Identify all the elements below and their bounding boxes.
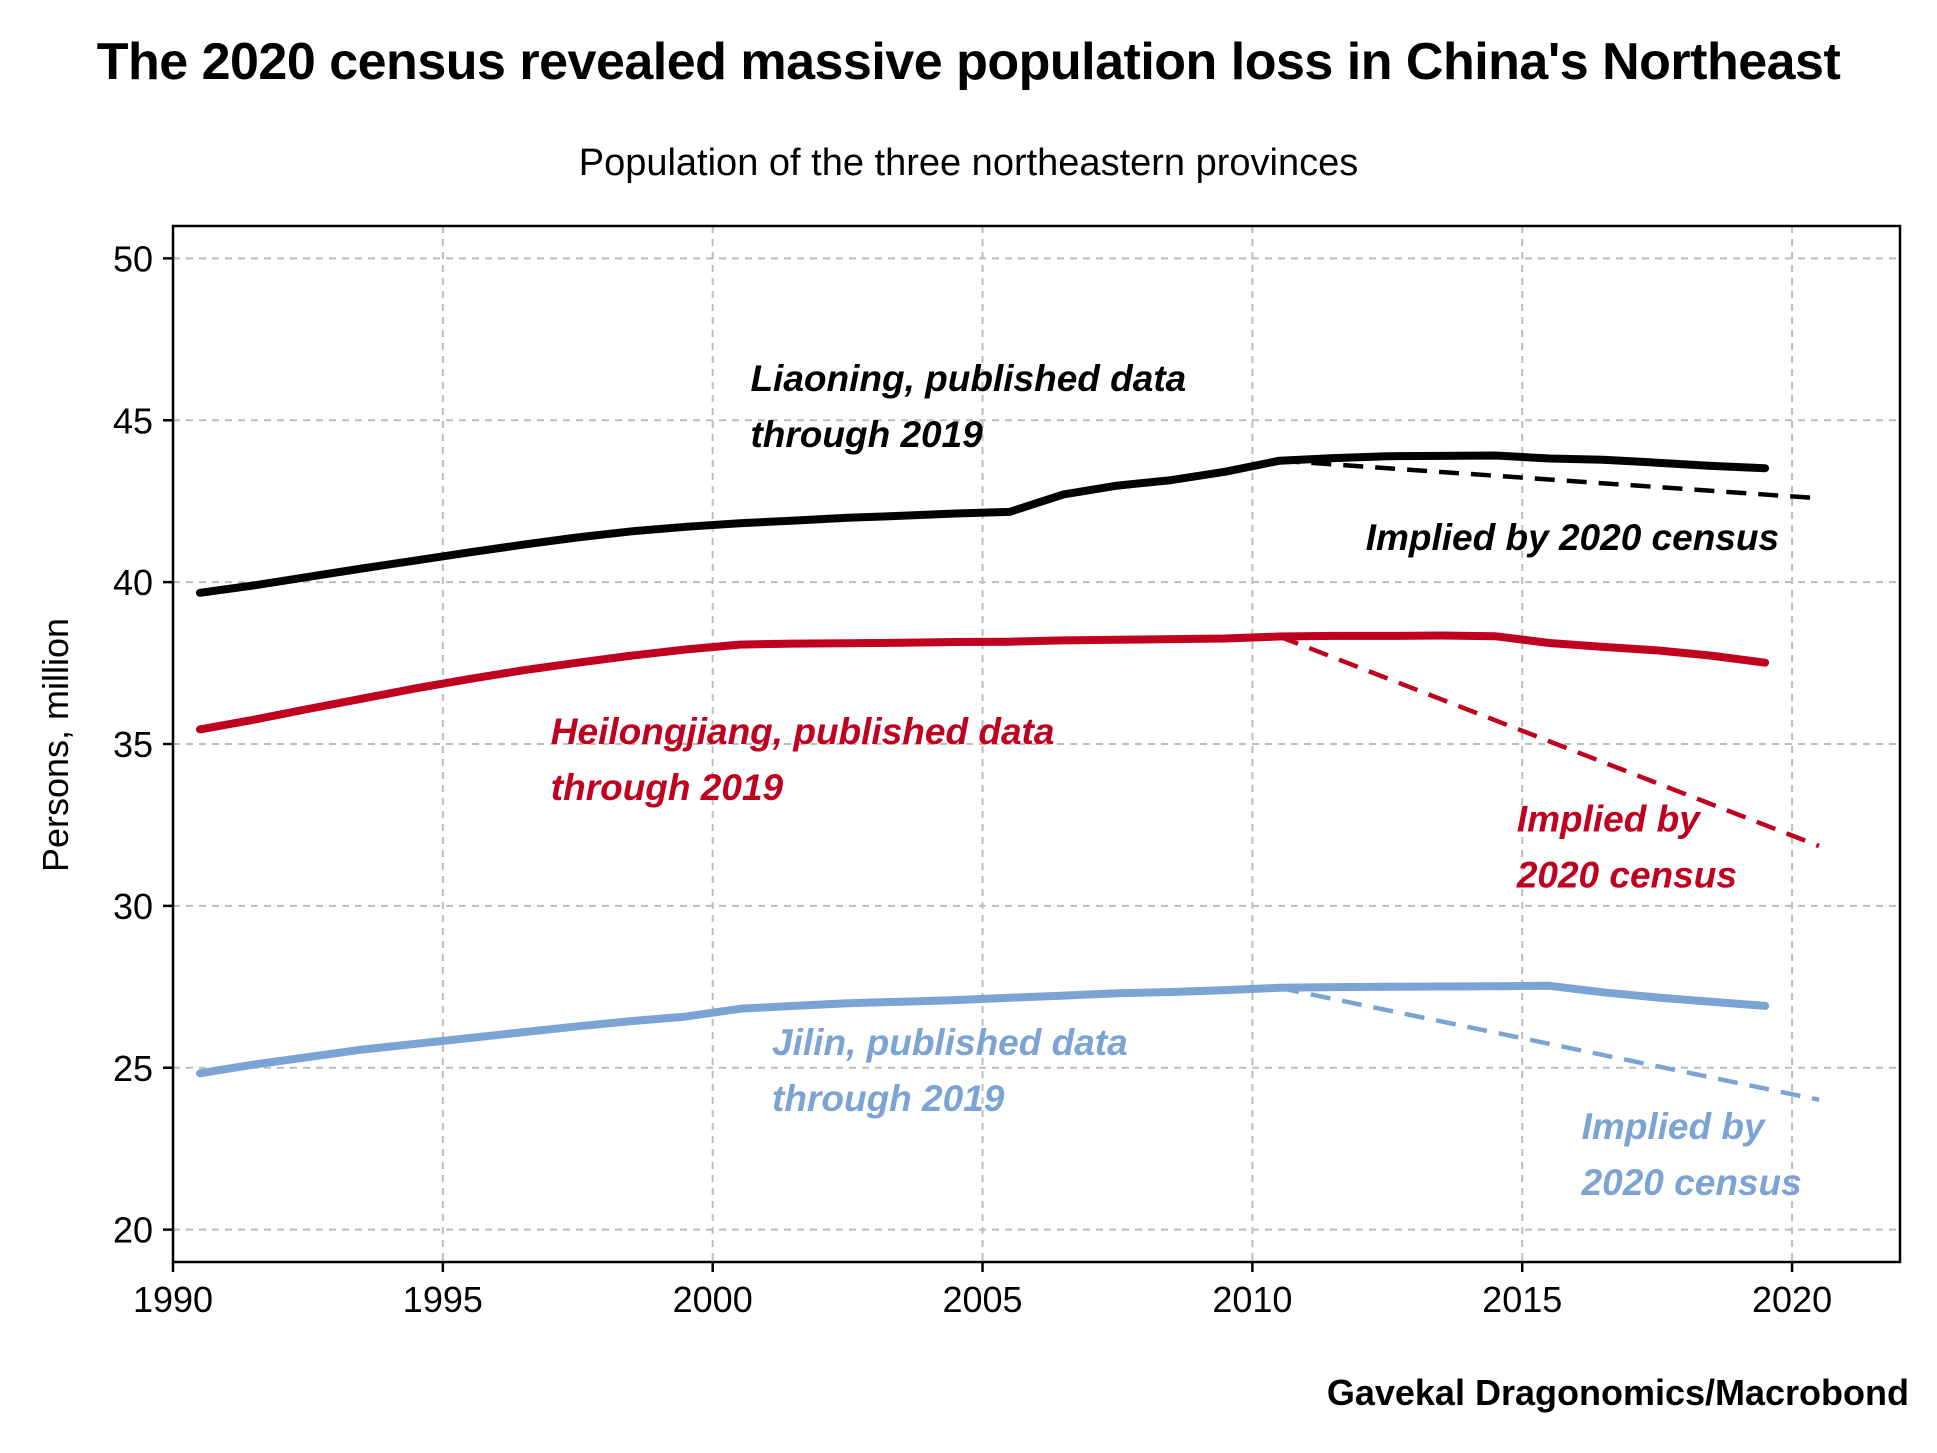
annotation-label: Jilin, published data through 2019 <box>772 1022 1128 1119</box>
x-tick-label: 2010 <box>1212 1279 1292 1320</box>
annotation-label: Implied by 2020 census <box>1581 1106 1802 1203</box>
annotation-line: Implied by <box>1582 1106 1767 1147</box>
x-tick-label: 2015 <box>1482 1279 1562 1320</box>
annotation-line: Heilongjiang, published data <box>551 711 1055 752</box>
chart-title: The 2020 census revealed massive populat… <box>96 33 1841 91</box>
series-line-published <box>196 631 1770 734</box>
y-tick-label: 30 <box>113 886 153 927</box>
series-line-census-implied <box>1278 985 1820 1103</box>
annotation-line: Implied by <box>1517 798 1702 839</box>
y-tick-label: 35 <box>113 724 153 765</box>
x-tick-label: 2020 <box>1752 1279 1832 1320</box>
annotation-line: through 2019 <box>772 1078 1005 1119</box>
x-tick-label: 1995 <box>403 1279 483 1320</box>
series-lines <box>196 451 1820 1103</box>
x-tick-label: 2005 <box>942 1279 1022 1320</box>
y-tick-label: 20 <box>113 1210 153 1251</box>
source-note: Gavekal Dragonomics/Macrobond <box>1326 1372 1909 1413</box>
y-tick-label: 25 <box>113 1048 153 1089</box>
series-line-census-implied <box>1278 634 1820 849</box>
annotation-line: 2020 census <box>1581 1162 1802 1203</box>
annotation-line: 2020 census <box>1516 854 1737 895</box>
y-tick-label: 40 <box>113 562 153 603</box>
annotation-label: Heilongjiang, published data through 2019 <box>551 711 1055 808</box>
annotation-label: Implied by 2020 census <box>1516 798 1737 895</box>
annotation-line: Implied by 2020 census <box>1366 517 1779 558</box>
axis-ticks: 1990 1995 2000 2005 2010 2015 2020202530354045… <box>113 238 1832 1320</box>
annotation-label: Implied by 2020 census <box>1366 517 1779 558</box>
annotations: Liaoning, published data through 2019 Impl… <box>551 358 1802 1203</box>
annotation-line: Jilin, published data <box>772 1022 1128 1063</box>
x-tick-label: 2000 <box>673 1279 753 1320</box>
series-line-published <box>196 451 1770 597</box>
x-tick-label: 1990 <box>133 1279 213 1320</box>
annotation-line: through 2019 <box>750 414 983 455</box>
y-axis-title: Persons, million <box>35 618 76 872</box>
chart-subtitle: Population of the three northeastern pro… <box>578 142 1359 184</box>
series-line-published <box>196 981 1770 1078</box>
annotation-line: Liaoning, published data <box>750 358 1186 399</box>
y-tick-label: 45 <box>113 400 153 441</box>
gridlines <box>172 226 1900 1262</box>
series-line-census-implied <box>1279 458 1820 501</box>
annotation-line: through 2019 <box>551 767 784 808</box>
y-tick-label: 50 <box>113 238 153 279</box>
annotation-label: Liaoning, published data through 2019 <box>750 358 1186 455</box>
